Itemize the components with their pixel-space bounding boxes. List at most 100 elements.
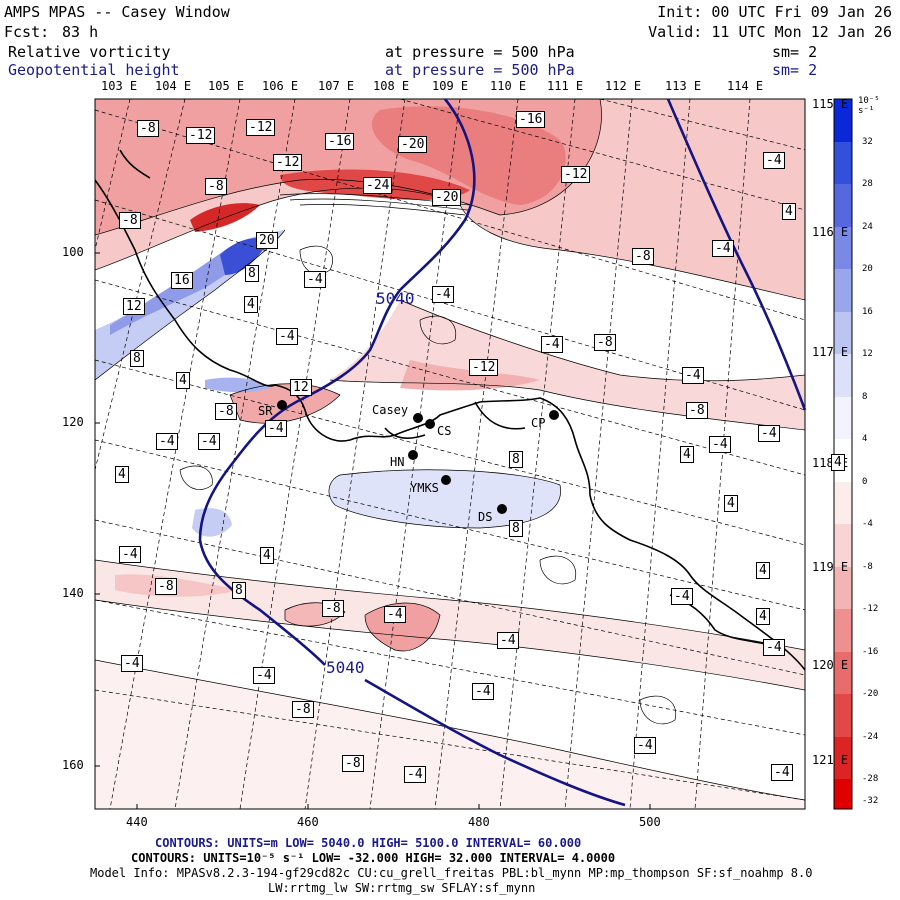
plot-frame (94, 98, 806, 810)
footer-model-info: Model Info: MPASv8.2.3-194-gf29cd82c CU:… (90, 866, 813, 880)
contour-label: -4 (156, 433, 178, 450)
contour-label: -16 (516, 111, 546, 128)
station-label: DS (478, 510, 493, 524)
contour-label: 4 (756, 608, 770, 625)
contour-label: -8 (137, 120, 159, 137)
x-tick-label: 500 (639, 815, 661, 829)
contour-label: 8 (232, 582, 246, 599)
lon-top-label: 109 E (432, 79, 469, 93)
colorbar-label: -16 (862, 647, 879, 657)
contour-label: -4 (265, 420, 287, 437)
contour-label: 8 (509, 451, 523, 468)
field1-level: at pressure = 500 hPa (385, 43, 575, 61)
lon-top-label: 105 E (208, 79, 245, 93)
colorbar-label: -20 (862, 689, 879, 699)
contour-label: 8 (245, 265, 259, 282)
contour-label: 4 (176, 372, 190, 389)
contour-label: 12 (290, 379, 312, 396)
contour-label: -12 (469, 359, 499, 376)
contour-label: -4 (709, 436, 731, 453)
height-contour-label: 5040 (376, 289, 415, 308)
contour-label: -8 (632, 248, 654, 265)
y-tick-label: 140 (62, 586, 84, 600)
lon-right-label: 117 E (812, 345, 849, 359)
lon-top-label: 107 E (318, 79, 355, 93)
colorbar-label: 24 (862, 222, 873, 232)
lon-top-label: 106 E (262, 79, 299, 93)
colorbar-label: 20 (862, 264, 873, 274)
colorbar-label: 16 (862, 307, 873, 317)
x-tick-label: 480 (468, 815, 490, 829)
field2-level: at pressure = 500 hPa (385, 61, 575, 79)
contour-label: -4 (758, 425, 780, 442)
lon-top-label: 114 E (727, 79, 764, 93)
footer-vorticity-contours: CONTOURS: UNITS=10⁻⁵ s⁻¹ LOW= -32.000 HI… (131, 851, 616, 865)
axis-ticks (95, 252, 651, 809)
colorbar-label: -8 (862, 562, 873, 572)
forecast-label: Fcst: (4, 23, 50, 41)
contour-label: -4 (276, 328, 298, 345)
contour-label: -4 (384, 606, 406, 623)
contour-label: -12 (561, 166, 591, 183)
y-tick-label: 160 (62, 758, 84, 772)
init-time: Init: 00 UTC Fri 09 Jan 26 (657, 3, 892, 21)
station-label: CS (437, 424, 452, 438)
contour-label: -24 (363, 177, 393, 194)
contour-label: -4 (763, 152, 785, 169)
field2-name: Geopotential height (8, 61, 180, 79)
forecast-value: 83 h (62, 23, 99, 41)
colorbar-label: 12 (862, 349, 873, 359)
station-label: Casey (372, 403, 409, 417)
contour-label: -4 (432, 286, 454, 303)
lon-top-label: 113 E (665, 79, 702, 93)
station-label: YMKS (410, 481, 439, 495)
colorbar-label: 0 (862, 477, 868, 487)
contour-label: -12 (273, 154, 303, 171)
y-tick-label: 120 (62, 415, 84, 429)
coastline (95, 149, 805, 671)
field1-smooth: sm= 2 (772, 43, 818, 61)
station-label: SR (258, 404, 273, 418)
contour-label: 4 (260, 547, 274, 564)
contour-label: -4 (472, 683, 494, 700)
lon-right-label: 119 E (812, 560, 849, 574)
footer-height-contours: CONTOURS: UNITS=m LOW= 5040.0 HIGH= 5100… (155, 836, 582, 850)
contour-label: -4 (771, 764, 793, 781)
station-label: HN (390, 455, 405, 469)
lon-top-label: 108 E (373, 79, 410, 93)
contour-label: -8 (292, 701, 314, 718)
colorbar-label: -12 (862, 604, 879, 614)
contour-label: 8 (509, 520, 523, 537)
lon-right-label: 115 E (812, 97, 849, 111)
colorbar-label: 8 (862, 392, 868, 402)
contour-label: 4 (724, 495, 738, 512)
colorbar-label: -28 (862, 774, 879, 784)
contour-label: -4 (712, 240, 734, 257)
contour-label: 4 (782, 203, 796, 220)
lon-top-label: 112 E (605, 79, 642, 93)
contour-label: -8 (322, 600, 344, 617)
contour-label: -8 (215, 403, 237, 420)
contour-label: 12 (123, 298, 145, 315)
lon-top-label: 110 E (490, 79, 527, 93)
lon-top-label: 103 E (101, 79, 138, 93)
contour-label: 4 (756, 562, 770, 579)
lon-right-label: 120 E (812, 658, 849, 672)
contour-label: -4 (541, 336, 563, 353)
contour-label: -12 (246, 119, 276, 136)
plot-title: AMPS MPAS -- Casey Window (4, 3, 230, 21)
height-contour-label: 5040 (326, 658, 365, 677)
contour-label: -4 (671, 588, 693, 605)
lon-top-label: 104 E (155, 79, 192, 93)
contour-label: -8 (594, 334, 616, 351)
contour-label: -4 (304, 271, 326, 288)
station-label: CP (531, 416, 546, 430)
field1-name: Relative vorticity (8, 43, 171, 61)
contour-label: 4 (115, 466, 129, 483)
contour-label: -4 (763, 639, 785, 656)
x-tick-label: 440 (126, 815, 148, 829)
contour-label: -8 (119, 212, 141, 229)
lon-right-label: 116 E (812, 225, 849, 239)
contour-label: -4 (119, 546, 141, 563)
